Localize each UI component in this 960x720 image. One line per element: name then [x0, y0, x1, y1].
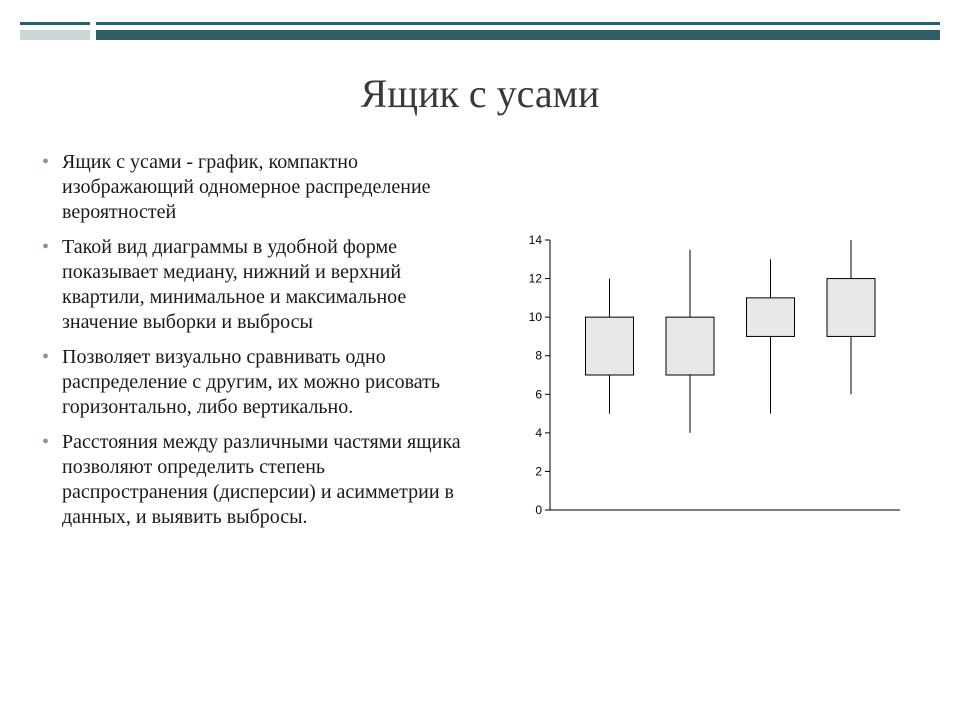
decor-bar-thin-left: [20, 22, 90, 25]
decor-bar-thick-left: [20, 30, 90, 40]
slide-content: Ящик с усами - график, компактно изображ…: [40, 150, 920, 690]
svg-text:12: 12: [529, 272, 543, 286]
svg-text:8: 8: [535, 349, 542, 363]
boxplot-chart: 0 2 4 6 8 10 12 14: [510, 230, 910, 530]
svg-text:6: 6: [535, 387, 542, 401]
bullet-item: Позволяет визуально сравнивать одно расп…: [40, 345, 470, 420]
bullet-item: Такой вид диаграммы в удобной форме пока…: [40, 235, 470, 335]
svg-text:0: 0: [535, 503, 542, 517]
chart-column: 0 2 4 6 8 10 12 14: [500, 150, 920, 690]
bullets-list: Ящик с усами - график, компактно изображ…: [40, 150, 470, 530]
decor-bar-thick-right: [96, 30, 940, 40]
svg-text:10: 10: [529, 310, 543, 324]
bullets-column: Ящик с усами - график, компактно изображ…: [40, 150, 470, 690]
svg-text:2: 2: [535, 464, 542, 478]
slide-title: Ящик с усами: [0, 70, 960, 117]
bullet-item: Расстояния между различными частями ящик…: [40, 430, 470, 530]
svg-text:4: 4: [535, 426, 542, 440]
svg-text:14: 14: [529, 233, 543, 247]
bullet-item: Ящик с усами - график, компактно изображ…: [40, 150, 470, 225]
decor-bar-thin-right: [96, 22, 940, 25]
slide: Ящик с усами Ящик с усами - график, комп…: [0, 0, 960, 720]
